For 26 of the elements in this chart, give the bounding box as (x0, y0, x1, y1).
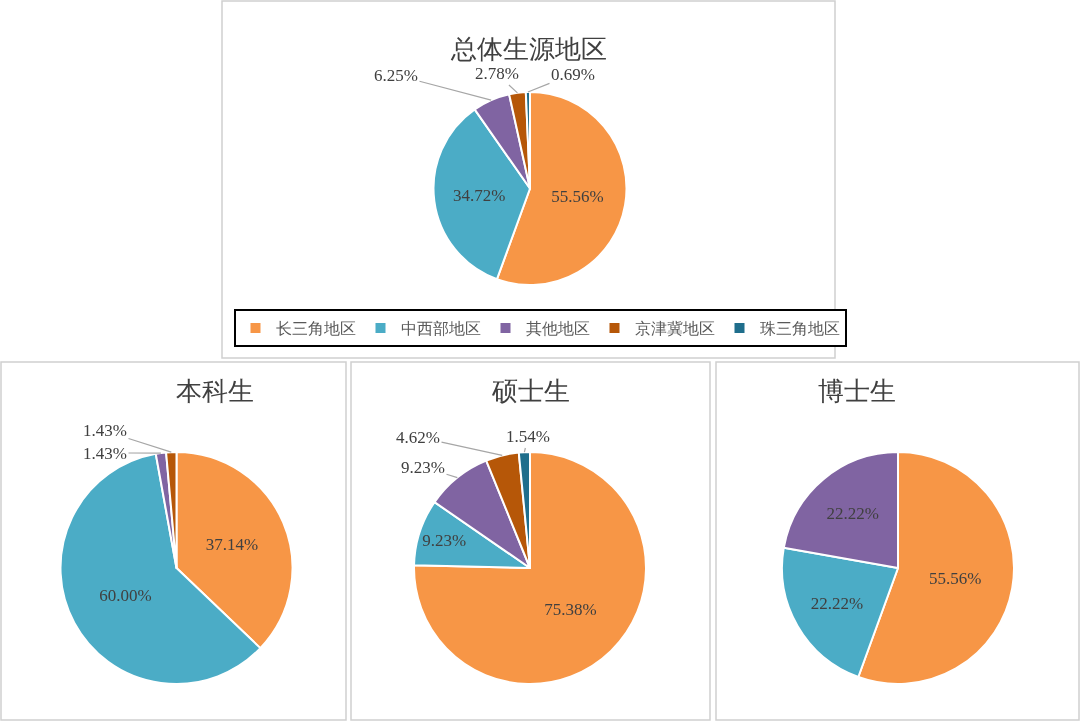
data-label: 60.00% (99, 585, 152, 605)
data-label: 55.56% (928, 568, 982, 588)
data-label: 2.78% (475, 64, 519, 83)
data-label: 55.56% (551, 187, 604, 207)
data-label: 4.62% (396, 428, 440, 447)
data-label: 22.22% (826, 504, 879, 524)
legend-label: 中西部地区 (400, 320, 481, 338)
data-label: 9.23% (422, 530, 467, 550)
data-label: 1.43% (83, 444, 127, 463)
data-label: 34.72% (453, 185, 506, 205)
legend-label: 珠三角地区 (759, 320, 840, 338)
chart-title: 博士生 (818, 377, 896, 406)
legend-label: 其他地区 (525, 320, 590, 338)
data-label: 1.54% (506, 427, 550, 446)
data-label: 75.38% (544, 600, 597, 619)
chart-title: 本科生 (176, 377, 254, 406)
chart-title: 硕士生 (491, 377, 570, 406)
data-label: 37.14% (205, 534, 259, 554)
data-label: 9.23% (401, 458, 445, 477)
data-label: 22.22% (810, 593, 864, 613)
data-label: 0.69% (551, 65, 595, 84)
data-label: 1.43% (83, 421, 127, 440)
legend-label: 京津冀地区 (634, 320, 715, 338)
data-label: 6.25% (374, 66, 418, 85)
legend-label: 长三角地区 (275, 320, 356, 338)
chart-title: 总体生源地区 (450, 35, 607, 64)
